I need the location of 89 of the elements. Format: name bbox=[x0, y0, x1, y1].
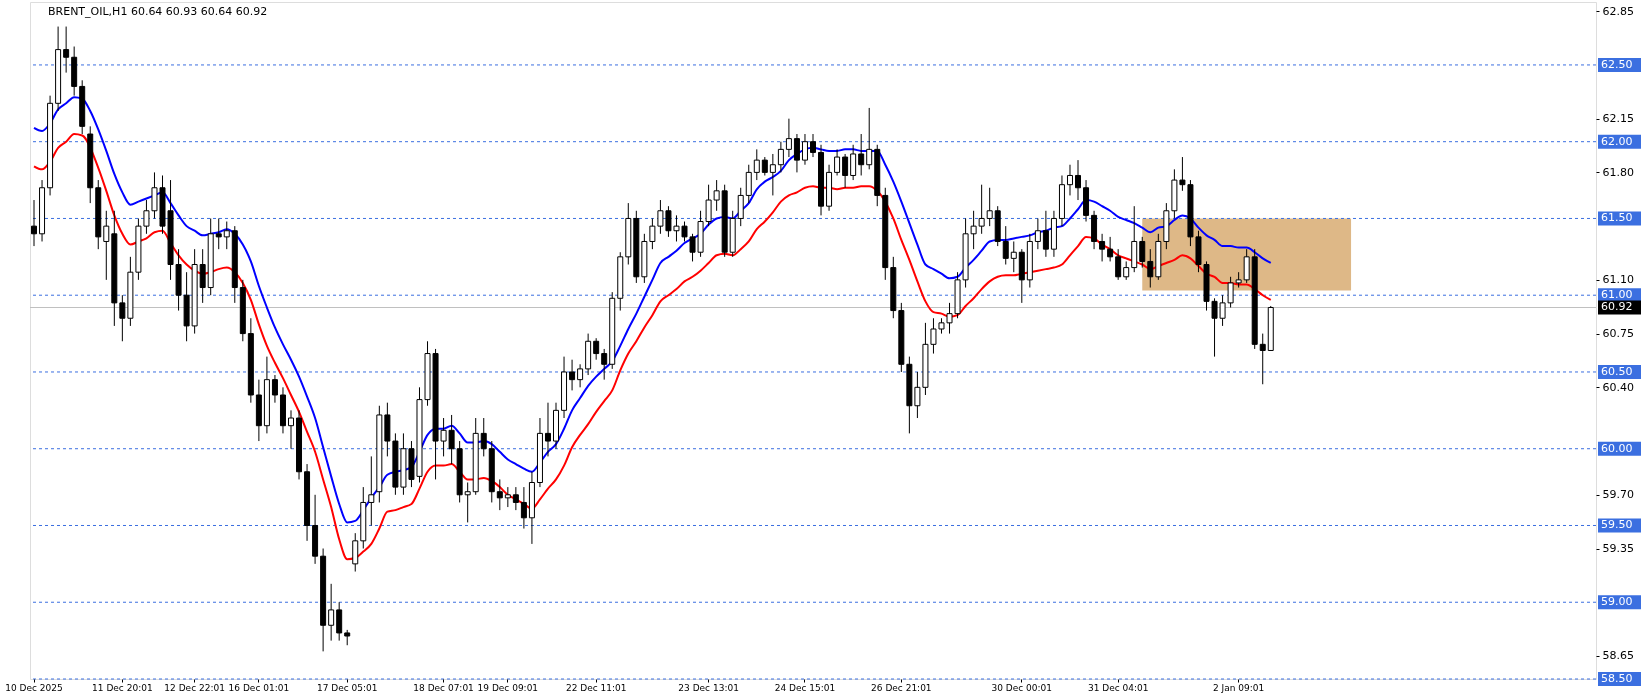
y-tick-label: 59.70 bbox=[1602, 488, 1634, 502]
candlestick bbox=[480, 417, 487, 457]
x-tick-label: 2 Jan 09:01 bbox=[1213, 682, 1265, 693]
candlestick bbox=[63, 26, 70, 74]
candlestick bbox=[223, 221, 230, 250]
candlestick bbox=[866, 107, 873, 170]
candlestick bbox=[1066, 164, 1073, 196]
candlestick bbox=[1115, 248, 1122, 281]
candlestick bbox=[496, 478, 503, 511]
candlestick bbox=[368, 455, 375, 526]
candlestick bbox=[1010, 240, 1017, 273]
candlestick bbox=[601, 348, 608, 381]
y-tick-label: 61.80 bbox=[1602, 165, 1634, 179]
x-tick-label: 11 Dec 20:01 bbox=[92, 682, 153, 693]
candlestick bbox=[986, 187, 993, 227]
ref-line-label: 58.50 bbox=[1601, 672, 1633, 685]
candlestick bbox=[288, 409, 294, 450]
y-tick-label: 61.10 bbox=[1602, 273, 1634, 287]
x-tick-label: 31 Dec 04:01 bbox=[1087, 682, 1149, 693]
x-tick-label: 26 Dec 21:01 bbox=[871, 682, 932, 693]
candlestick bbox=[1042, 210, 1049, 258]
ref-line-label: 60.00 bbox=[1601, 441, 1633, 455]
candlestick bbox=[271, 374, 278, 404]
x-tick-label: 17 Dec 05:01 bbox=[316, 682, 378, 693]
candlestick bbox=[1099, 233, 1106, 262]
candlestick bbox=[753, 148, 760, 181]
x-tick-label: 16 Dec 01:01 bbox=[228, 682, 290, 693]
x-tick-label: 18 Dec 07:01 bbox=[413, 682, 474, 693]
candlestick bbox=[31, 199, 38, 247]
candlestick bbox=[761, 156, 768, 176]
candlestick bbox=[593, 337, 600, 361]
candlestick bbox=[1075, 159, 1082, 201]
ref-line-label: 59.50 bbox=[1601, 518, 1633, 532]
candlestick bbox=[215, 217, 222, 250]
candlestick bbox=[1139, 236, 1146, 269]
candlestick bbox=[464, 482, 471, 523]
candlestick bbox=[769, 153, 776, 196]
candlestick bbox=[745, 164, 752, 204]
candlestick bbox=[850, 144, 857, 181]
candlestick bbox=[1034, 217, 1041, 250]
ref-line-label: 62.50 bbox=[1601, 57, 1633, 71]
y-tick-label: 59.35 bbox=[1602, 542, 1634, 556]
ref-line-label: 60.50 bbox=[1601, 364, 1633, 378]
y-tick-label: 58.65 bbox=[1602, 649, 1634, 663]
candlestick bbox=[577, 363, 584, 388]
candlestick bbox=[834, 148, 841, 176]
y-tick-label: 62.15 bbox=[1602, 112, 1634, 126]
candlestick bbox=[737, 187, 744, 227]
ref-line-label: 61.50 bbox=[1601, 211, 1633, 225]
ref-line-label: 60.92 bbox=[1601, 300, 1633, 314]
candlestick bbox=[328, 583, 335, 642]
line-series bbox=[33, 133, 1272, 561]
candlestick bbox=[336, 601, 343, 642]
candlestick bbox=[810, 133, 816, 158]
y-tick-label: 60.75 bbox=[1602, 327, 1634, 341]
candlestick bbox=[1002, 225, 1009, 266]
candlestick bbox=[1147, 248, 1154, 289]
candlestick bbox=[199, 248, 206, 304]
y-tick-label: 60.40 bbox=[1602, 380, 1634, 394]
candlestick bbox=[858, 133, 865, 176]
line-series bbox=[33, 96, 1272, 524]
x-tick-label: 24 Dec 15:01 bbox=[774, 682, 836, 693]
candlestick bbox=[352, 532, 359, 573]
x-tick-label: 19 Dec 09:01 bbox=[477, 682, 539, 693]
candlestick bbox=[842, 153, 849, 189]
ref-line-label: 59.00 bbox=[1601, 595, 1633, 609]
candlestick bbox=[777, 141, 784, 173]
x-tick-label: 30 Dec 00:01 bbox=[991, 682, 1053, 693]
x-tick-label: 10 Dec 2025 bbox=[5, 682, 63, 693]
candlestick bbox=[793, 133, 800, 173]
chart-title: BRENT_OIL,H1 60.64 60.93 60.64 60.92 bbox=[48, 5, 268, 18]
x-tick-label: 22 Dec 11:01 bbox=[565, 682, 627, 693]
candlestick bbox=[103, 210, 110, 281]
candlestick bbox=[1123, 260, 1130, 281]
y-tick-label: 62.85 bbox=[1602, 4, 1634, 18]
ref-line-label: 61.00 bbox=[1601, 288, 1633, 302]
candlestick bbox=[1259, 333, 1266, 385]
candlestick bbox=[569, 359, 576, 391]
candlestick bbox=[1107, 236, 1114, 262]
candlestick bbox=[1243, 248, 1250, 284]
candlestick bbox=[520, 486, 527, 530]
candlestick bbox=[512, 486, 519, 511]
candlestick bbox=[544, 402, 551, 457]
ref-line-label: 62.00 bbox=[1601, 134, 1633, 148]
candlestick bbox=[785, 118, 792, 158]
x-tick-label: 12 Dec 22:01 bbox=[164, 682, 225, 693]
candlestick bbox=[504, 486, 511, 508]
x-tick-label: 23 Dec 13:01 bbox=[678, 682, 739, 693]
candlestick bbox=[801, 133, 808, 166]
